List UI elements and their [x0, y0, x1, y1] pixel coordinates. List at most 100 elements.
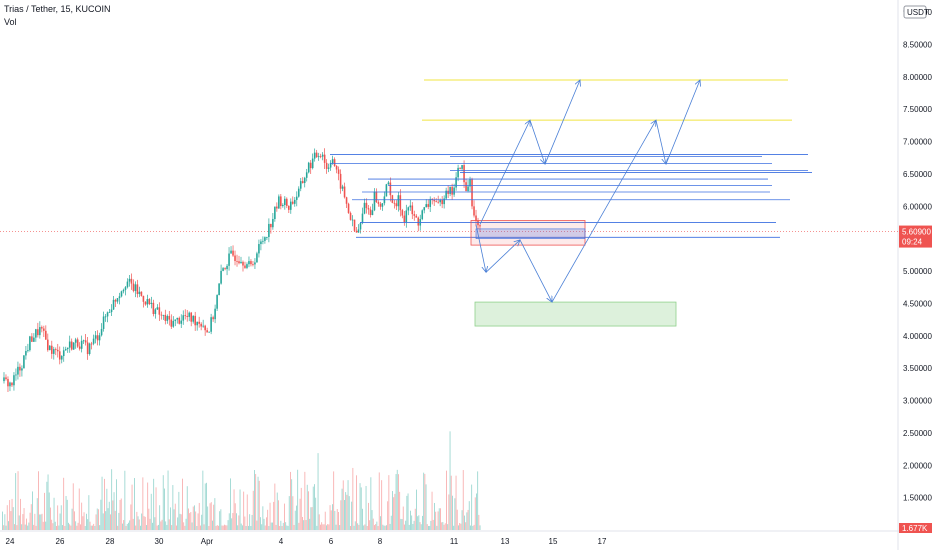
volume-bar [218, 525, 219, 530]
volume-bar [476, 493, 477, 530]
volume-bar [20, 498, 21, 530]
volume-bar [448, 494, 450, 530]
volume-bar [230, 478, 231, 530]
volume-bar [327, 524, 329, 530]
candle-body [282, 204, 284, 207]
volume-bar [351, 501, 353, 530]
candle-body [21, 368, 23, 371]
volume-bar [449, 431, 451, 530]
volume-bar [232, 513, 234, 530]
volume-bar [180, 514, 182, 530]
candle-body [120, 291, 123, 297]
candle-body [60, 356, 63, 360]
volume-bar [126, 523, 128, 530]
volume-bar [153, 478, 155, 530]
volume-bar [17, 471, 19, 530]
volume-bar [425, 484, 427, 530]
volume-bar [342, 480, 344, 530]
candle-body [365, 202, 368, 209]
volume-bar [465, 522, 467, 530]
volume-bar [429, 525, 431, 530]
candle-body [323, 154, 326, 163]
volume-bar [5, 525, 7, 530]
volume-bar [329, 505, 331, 530]
candle-body [441, 199, 443, 205]
candle-body [210, 317, 212, 332]
volume-bar [14, 524, 15, 530]
volume-bar [380, 516, 381, 530]
volume-bar [80, 524, 81, 530]
currency-badge [903, 5, 927, 19]
price-axis-tick: 8.50000 [903, 40, 932, 49]
volume-bar [146, 525, 147, 530]
candle-body [337, 169, 340, 174]
volume-bar [240, 523, 242, 530]
volume-bar [245, 526, 247, 530]
candle-body [397, 195, 400, 207]
candle-body [339, 173, 342, 189]
volume-bar [18, 515, 20, 530]
candle-body [84, 340, 87, 343]
volume-bar [168, 519, 170, 530]
volume-bar [120, 498, 122, 530]
volume-bar [68, 522, 69, 530]
volume-bar [178, 491, 180, 530]
volume-bar [93, 523, 95, 530]
volume-bar [72, 483, 74, 530]
volume-bar [239, 489, 241, 530]
volume-bar [234, 503, 236, 530]
volume-bar [170, 507, 171, 530]
candle-body [58, 351, 61, 360]
volume-bar [335, 524, 337, 530]
candle-body [286, 198, 288, 206]
candle-body [459, 167, 461, 169]
candle-body [319, 156, 322, 158]
volume-bar [148, 508, 150, 530]
volume-bar [305, 520, 307, 530]
volume-bar [347, 480, 349, 530]
volume-bar [48, 492, 50, 530]
volume-bar [219, 511, 221, 530]
volume-bar [384, 525, 386, 530]
volume-bar [460, 523, 462, 530]
volume-bar [388, 475, 390, 530]
volume-bar [24, 524, 26, 530]
candle-body [351, 219, 354, 221]
volume-bar [323, 524, 325, 530]
volume-bar [474, 497, 476, 530]
volume-bar [238, 515, 240, 530]
volume-bar [297, 469, 299, 530]
volume-bar [201, 514, 203, 530]
volume-bar [444, 523, 446, 530]
volume-bar [184, 525, 186, 530]
volume-bar [324, 511, 326, 530]
candle-body [134, 284, 137, 291]
volume-bar [76, 525, 78, 530]
volume-bar [174, 503, 176, 530]
candle-body [146, 299, 149, 305]
volume-bar [221, 525, 223, 530]
volume-bar [276, 492, 278, 530]
volume-bar [306, 484, 308, 530]
candle-body [399, 195, 402, 211]
candle-body [154, 309, 157, 315]
volume-bar [117, 525, 119, 530]
candle-body [152, 302, 155, 315]
volume-bar [479, 525, 481, 530]
volume-bar [458, 525, 459, 530]
volume-bar [154, 517, 156, 530]
candle-body [27, 350, 29, 352]
candle-body [373, 191, 376, 211]
volume-bar [100, 499, 102, 530]
candle-body [288, 205, 290, 210]
candle-body [31, 336, 33, 342]
volume-bar [472, 525, 474, 530]
volume-bar [166, 524, 168, 530]
volume-bar [332, 504, 333, 530]
volume-bar [350, 525, 351, 530]
volume-bar [420, 524, 422, 530]
volume-bar [42, 521, 44, 530]
volume-bar [370, 477, 372, 530]
